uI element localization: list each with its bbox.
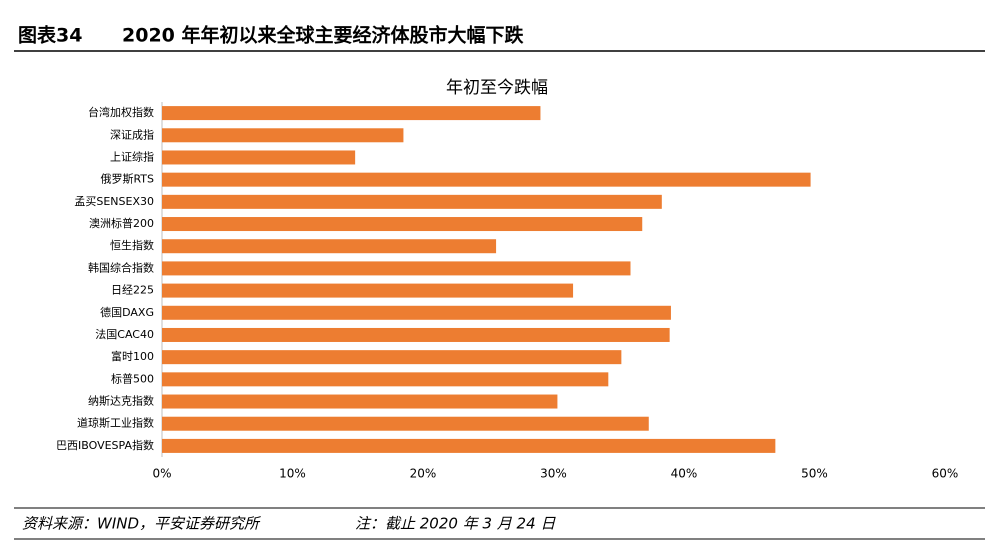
- y-tick-label: 上证综指: [110, 149, 154, 163]
- x-tick-label: 50%: [801, 467, 828, 481]
- x-tick-label: 60%: [932, 467, 959, 481]
- y-tick-label: 法国CAC40: [95, 327, 154, 341]
- bar: [162, 239, 497, 254]
- source-note: 资料来源：WIND，平安证券研究所: [22, 515, 261, 533]
- bar: [162, 350, 622, 365]
- bar: [162, 194, 662, 209]
- y-tick-label: 日经225: [111, 284, 154, 297]
- x-tick-label: 0%: [152, 467, 171, 481]
- y-tick-label: 深证成指: [110, 127, 154, 141]
- y-tick-label: 恒生指数: [110, 238, 154, 252]
- y-tick-label: 德国DAXG: [100, 305, 154, 319]
- bar: [162, 217, 643, 232]
- bar: [162, 438, 776, 453]
- x-tick-label: 40%: [671, 467, 698, 481]
- bar: [162, 372, 609, 387]
- date-note: 注：截止 2020 年 3 月 24 日: [355, 515, 556, 533]
- bar: [162, 150, 356, 165]
- bar: [162, 394, 558, 409]
- x-tick-label: 30%: [540, 467, 567, 481]
- bar: [162, 416, 649, 431]
- bar: [162, 128, 404, 143]
- y-tick-label: 台湾加权指数: [88, 105, 154, 119]
- y-tick-label: 韩国综合指数: [88, 260, 154, 274]
- bar: [162, 327, 670, 342]
- y-tick-label: 纳斯达克指数: [88, 394, 154, 408]
- y-tick-label: 道琼斯工业指数: [77, 416, 154, 430]
- y-tick-label: 富时100: [111, 349, 154, 363]
- y-tick-label: 标普500: [111, 371, 154, 385]
- figure-label: 图表34: [18, 24, 82, 47]
- bar: [162, 283, 574, 298]
- x-tick-label: 20%: [410, 467, 437, 481]
- bar: [162, 106, 541, 121]
- bar: [162, 172, 811, 187]
- y-tick-label: 孟买SENSEX30: [74, 195, 154, 208]
- bar: [162, 305, 671, 320]
- y-tick-label: 巴西IBOVESPA指数: [56, 438, 154, 452]
- y-tick-label: 澳洲标普200: [89, 216, 154, 230]
- chart-title: 年初至今跌幅: [446, 78, 548, 98]
- x-tick-label: 10%: [279, 467, 306, 481]
- y-tick-label: 俄罗斯RTS: [100, 173, 154, 186]
- bar: [162, 261, 631, 276]
- figure-title: 2020 年年初以来全球主要经济体股市大幅下跌: [122, 24, 524, 47]
